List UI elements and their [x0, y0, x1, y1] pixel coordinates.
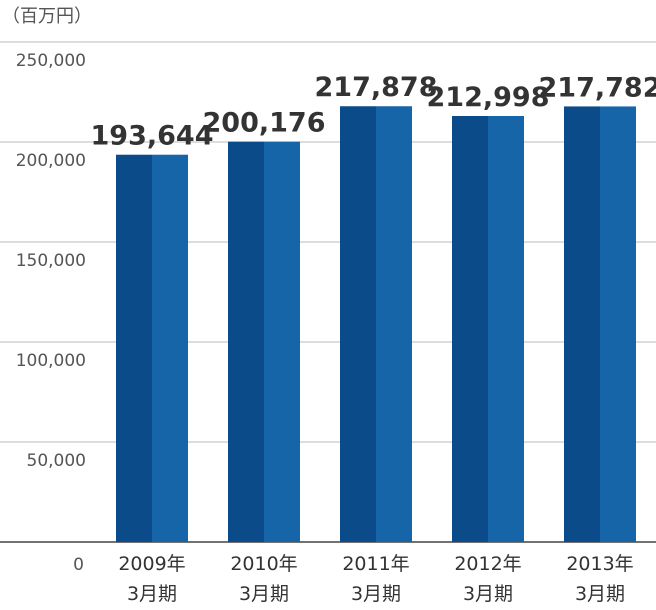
bar-left-half: [452, 116, 488, 542]
gridlines: [0, 41, 656, 543]
x-tick-label: 2013年: [566, 553, 633, 575]
y-tick-label: 150,000: [16, 251, 86, 271]
data-label: 193,644: [91, 121, 214, 152]
x-tick-labels: 2009年 3月期 2010年 3月期 2011年 3月期 2012年 3月期 2013年 3月期: [118, 553, 633, 605]
y-unit-label: （百万円）: [2, 6, 92, 27]
data-label: 200,176: [203, 108, 326, 139]
y-tick-label: 100,000: [16, 351, 86, 371]
x-tick-label: 3月期: [351, 583, 401, 605]
bar-right-half: [264, 141, 300, 542]
bar-left-half: [564, 106, 600, 542]
x-tick-label: 2009年: [118, 553, 185, 575]
x-tick-label: 3月期: [463, 583, 513, 605]
x-tick-label: 2012年: [454, 553, 521, 575]
bar-right-half: [600, 106, 636, 542]
y-tick-label: 250,000: [16, 51, 86, 71]
bar-left-half: [228, 141, 264, 542]
y-tick-labels: 0 50,000 100,000 150,000 200,000 250,000: [16, 51, 86, 575]
y-tick-label: 200,000: [16, 151, 86, 171]
bar: [452, 116, 524, 542]
bar: [340, 106, 412, 542]
bar-right-half: [376, 106, 412, 542]
bar-left-half: [116, 154, 152, 542]
x-tick-label: 2010年: [230, 553, 297, 575]
y-tick-label: 0: [73, 555, 84, 575]
data-label: 212,998: [427, 82, 550, 113]
y-tick-label: 50,000: [27, 451, 86, 471]
data-label: 217,782: [539, 72, 656, 103]
x-tick-label: 2011年: [342, 553, 409, 575]
data-label: 217,878: [315, 72, 438, 103]
bar-right-half: [152, 154, 188, 542]
x-tick-label: 3月期: [575, 583, 625, 605]
bar: [228, 141, 300, 542]
bar: [116, 154, 188, 542]
bar-left-half: [340, 106, 376, 542]
bar-right-half: [488, 116, 524, 542]
x-tick-label: 3月期: [127, 583, 177, 605]
bar: [564, 106, 636, 542]
bars: [116, 106, 636, 542]
x-tick-label: 3月期: [239, 583, 289, 605]
